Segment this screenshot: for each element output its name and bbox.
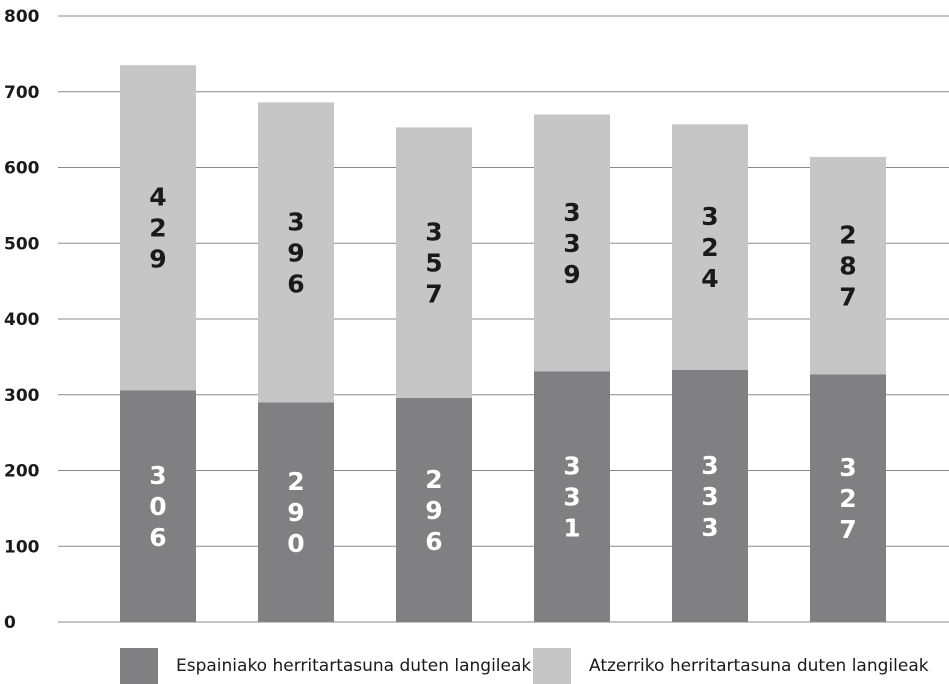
y-tick-label: 300 xyxy=(4,386,40,406)
y-tick-label: 100 xyxy=(4,537,40,557)
y-tick-label: 500 xyxy=(4,234,40,254)
bar-series-1-2 xyxy=(258,402,334,622)
stacked-bar-chart: 0 100 200 300 400 500 600 700 800 3 0 6 4 2 9 2 9 0 3 9 6 2 9… xyxy=(4,7,949,633)
y-axis-ticks: 0 100 200 300 400 500 600 700 800 xyxy=(4,7,40,633)
bar-series-2-1 xyxy=(120,65,196,391)
legend-swatch-series-1 xyxy=(120,648,158,684)
bar-series-2-6 xyxy=(810,156,886,375)
bar-series-2-5 xyxy=(672,124,748,370)
bar-series-1-6 xyxy=(810,374,886,622)
bar-series-1-4 xyxy=(534,371,610,622)
bar-series-1-3 xyxy=(396,397,472,622)
legend-label-series-1: Espainiako herritartasuna duten langilea… xyxy=(176,656,532,676)
y-tick-label: 600 xyxy=(4,159,40,179)
y-tick-label: 0 xyxy=(4,613,16,633)
legend-item-series-1: Espainiako herritartasuna duten langilea… xyxy=(120,648,531,684)
grid-lines xyxy=(58,15,949,623)
y-tick-label: 700 xyxy=(4,83,40,103)
bar-series-2-4 xyxy=(534,114,610,372)
value-labels: 3 0 6 4 2 9 2 9 0 3 9 6 2 9 6 3 5 7 3 3 1 3 3 9 3 3 3 3 2 4 3 2 7 2 8 7 xyxy=(149,183,856,558)
y-tick-label: 400 xyxy=(4,310,40,330)
bar-series-2-2 xyxy=(258,102,334,403)
legend-swatch-series-2 xyxy=(533,648,571,684)
bars xyxy=(120,65,886,622)
bar-series-2-3 xyxy=(396,127,472,398)
legend-label-series-2: Atzerriko herritartasuna duten langileak xyxy=(589,656,929,676)
bar-series-1-5 xyxy=(672,369,748,622)
legend-item-series-2: Atzerriko herritartasuna duten langileak xyxy=(533,648,929,684)
y-tick-label: 200 xyxy=(4,462,40,482)
y-tick-label: 800 xyxy=(4,7,40,27)
bar-series-1-1 xyxy=(120,390,196,622)
